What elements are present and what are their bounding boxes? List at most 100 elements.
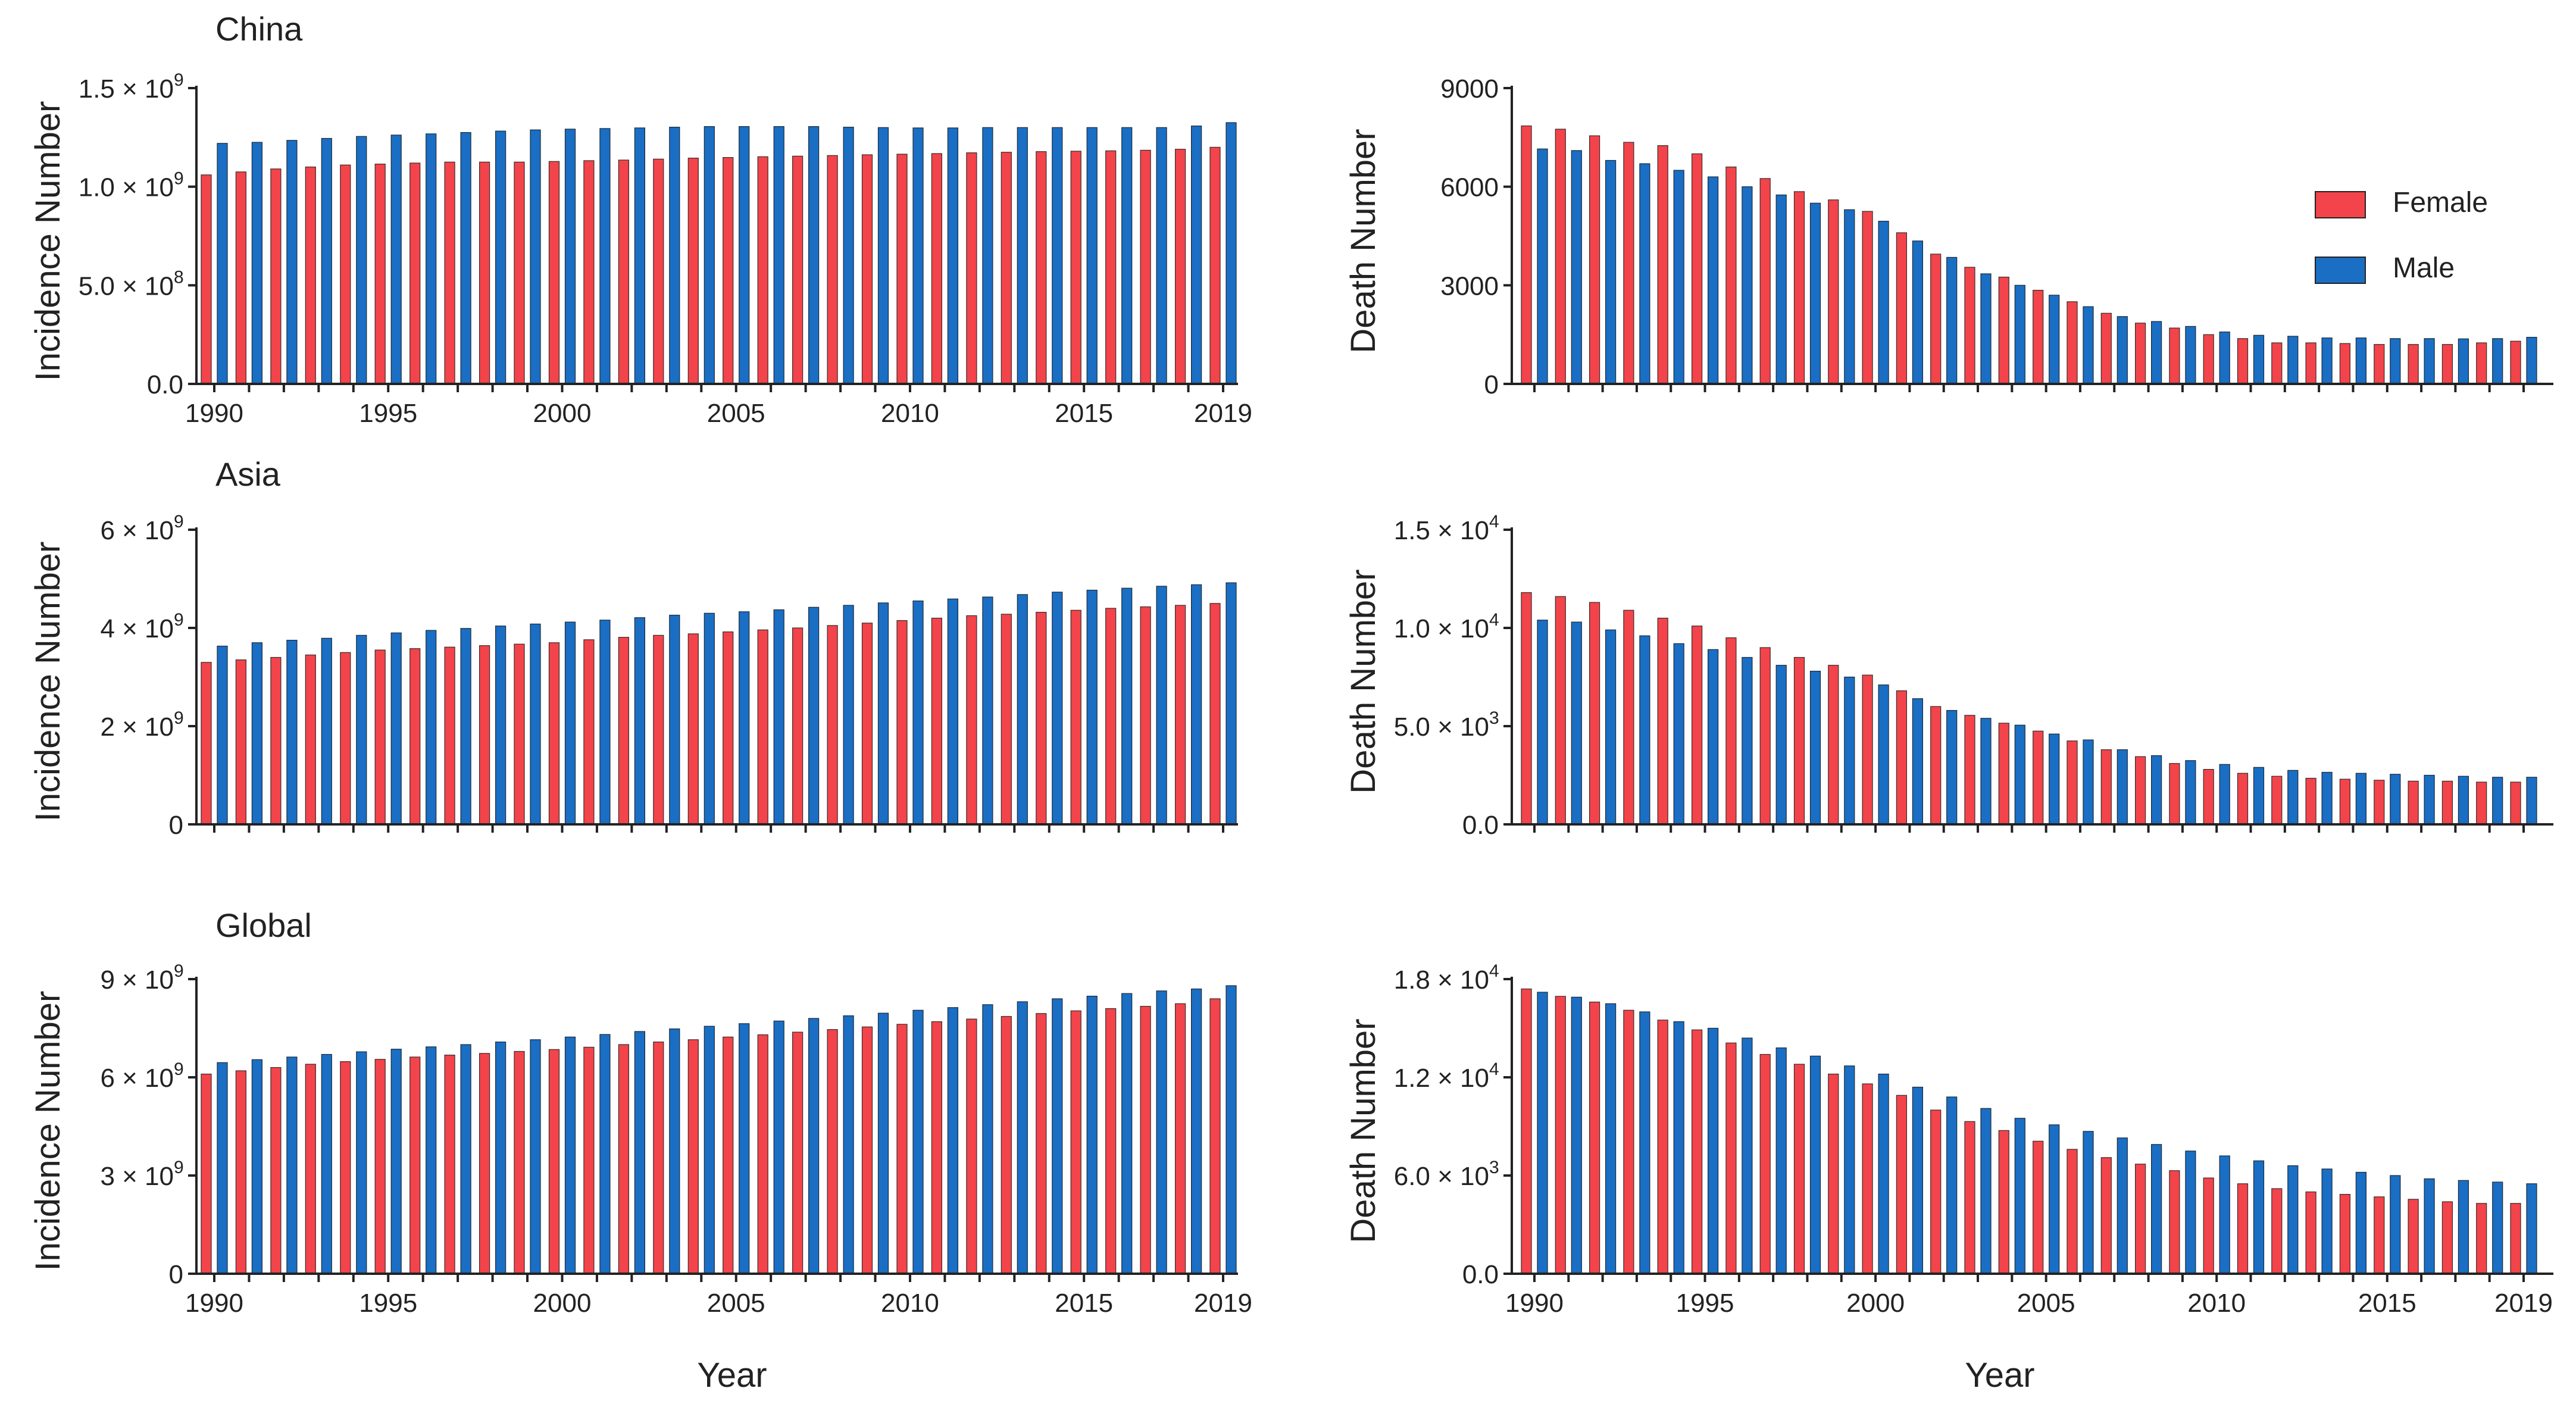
bar-female	[235, 659, 246, 825]
bar-female	[966, 1018, 977, 1274]
bar-male	[251, 642, 262, 825]
bar-female	[1105, 608, 1117, 825]
bar-female	[1793, 1064, 1805, 1274]
bar-male	[2219, 764, 2230, 825]
bar-female	[201, 174, 212, 384]
x-axis-title: Year	[1965, 1356, 2034, 1395]
bar-male	[2117, 316, 2128, 384]
bar-male	[2424, 1178, 2435, 1274]
bar-female	[618, 637, 630, 825]
bar-female	[340, 164, 351, 384]
bar-female	[1930, 254, 1942, 384]
y-tick-label: 0.0	[147, 370, 183, 399]
panel-china-incidence: China Incidence Number 0.0 5.0 × 10 8 1.0 ×…	[29, 10, 1252, 428]
bar-female	[2033, 730, 2044, 825]
legend-label-female: Female	[2393, 187, 2488, 218]
bar-female	[1070, 1010, 1081, 1274]
bar-male	[321, 137, 332, 384]
x-tick-label: 2019	[1194, 1289, 1252, 1318]
bar-male	[356, 1051, 367, 1274]
bar-male	[1605, 629, 1617, 825]
bar-female	[2441, 344, 2453, 384]
y-tick-exponent: 3	[1489, 1158, 1499, 1177]
bar-female	[2510, 1203, 2521, 1274]
bar-female	[270, 657, 282, 825]
y-tick-exponent: 9	[174, 610, 184, 630]
bar-male	[739, 126, 750, 384]
bar-female	[1725, 1042, 1737, 1274]
bar-female	[931, 1021, 943, 1274]
bar-female	[1759, 647, 1771, 825]
bar-male	[1878, 684, 1889, 825]
bar-female	[2067, 301, 2078, 384]
bar-male	[2049, 295, 2060, 384]
bar-female	[827, 155, 838, 384]
bar-male	[1639, 635, 1650, 825]
bar-female	[2135, 1164, 2146, 1274]
bar-female	[1036, 611, 1047, 825]
bar-male	[1121, 127, 1133, 384]
bar-male	[1052, 998, 1063, 1274]
bar-female	[1589, 135, 1600, 384]
y-tick-label: 0.0	[1462, 1260, 1499, 1289]
bar-female	[2305, 1191, 2316, 1274]
bar-female	[1036, 151, 1047, 384]
bar-male	[390, 1049, 402, 1274]
bar-male	[2049, 1124, 2060, 1274]
bar-female	[1964, 1121, 1975, 1274]
bar-female	[514, 643, 525, 825]
bar-male	[564, 1036, 576, 1274]
bar-male	[669, 1028, 680, 1274]
y-tick-label: 2 × 10	[100, 712, 174, 742]
bar-male	[2151, 755, 2162, 825]
bar-male	[2083, 1131, 2094, 1274]
bar-female	[2271, 776, 2283, 825]
bar-male	[564, 129, 576, 384]
bar-female	[548, 642, 560, 825]
bar-male	[2151, 321, 2162, 384]
bar-male	[2424, 338, 2435, 384]
bar-male	[982, 1004, 993, 1274]
bar-male	[2219, 1155, 2230, 1274]
bar-male	[1571, 621, 1582, 825]
bar-female	[374, 1059, 386, 1274]
bar-female	[270, 168, 282, 384]
bar-male	[773, 126, 784, 384]
bar-female	[409, 162, 421, 384]
bar-female	[340, 652, 351, 825]
x-tick-label: 2010	[881, 399, 939, 428]
bar-male	[912, 1009, 924, 1274]
bar-male	[2458, 338, 2469, 384]
y-tick-label: 0	[169, 1260, 183, 1289]
bar-male	[1086, 589, 1098, 825]
bar-male	[2492, 777, 2503, 825]
bar-female	[2408, 344, 2419, 384]
bar-male	[390, 632, 402, 825]
bar-female	[2203, 334, 2214, 384]
bar-female	[2237, 1183, 2249, 1274]
x-tick-label: 1990	[185, 1289, 243, 1318]
bar-female	[1209, 998, 1221, 1274]
bar-female	[374, 164, 386, 384]
bar-female	[1896, 232, 1907, 384]
bar-male	[739, 611, 750, 825]
y-axis-label: Death Number	[1344, 129, 1383, 353]
bar-male	[704, 126, 715, 384]
bar-female	[2033, 1140, 2044, 1274]
bar-female	[374, 649, 386, 825]
bar-male	[634, 617, 646, 825]
y-tick-exponent: 8	[174, 267, 184, 287]
y-tick-label: 1.0 × 10	[79, 173, 174, 202]
bar-female	[2441, 1201, 2453, 1274]
x-tick-label: 1990	[1505, 1289, 1564, 1318]
bar-female	[1555, 996, 1566, 1274]
y-tick-label: 1.8 × 10	[1394, 965, 1489, 995]
bar-male	[426, 1046, 437, 1274]
bar-male	[1226, 985, 1237, 1274]
bar-male	[2083, 739, 2094, 825]
bar-female	[1521, 125, 1532, 384]
bar-female	[479, 645, 490, 825]
bar-male	[251, 142, 262, 384]
bar-female	[827, 1029, 838, 1274]
